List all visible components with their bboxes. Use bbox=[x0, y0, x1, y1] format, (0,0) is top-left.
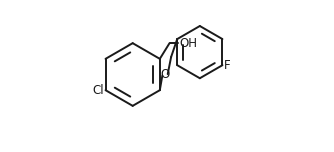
Text: OH: OH bbox=[179, 37, 197, 50]
Text: O: O bbox=[160, 68, 170, 81]
Text: Cl: Cl bbox=[93, 84, 104, 97]
Text: F: F bbox=[224, 59, 230, 72]
